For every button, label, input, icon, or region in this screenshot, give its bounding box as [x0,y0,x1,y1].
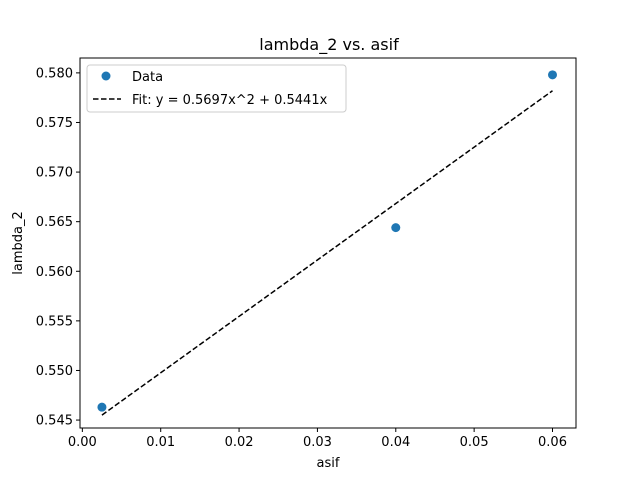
y-tick-label: 0.555 [36,314,73,329]
x-tick-label: 0.05 [460,435,489,450]
x-tick-label: 0.03 [303,435,332,450]
x-tick-label: 0.00 [68,435,97,450]
legend-fit-label: Fit: y = 0.5697x^2 + 0.5441x [132,93,328,108]
y-axis-label: lambda_2 [11,211,26,274]
x-tick-label: 0.01 [146,435,175,450]
y-tick-label: 0.545 [36,414,73,429]
plot-frame [79,57,577,429]
data-point [97,402,107,412]
chart-title: lambda_2 vs. asif [259,35,399,55]
legend: Data Fit: y = 0.5697x^2 + 0.5441x [86,64,347,113]
x-tick-label: 0.04 [381,435,410,450]
legend-data-marker [101,71,111,81]
y-tick-label: 0.580 [36,66,73,81]
legend-data-label: Data [132,70,163,85]
y-tick-label: 0.550 [36,364,73,379]
y-tick-label: 0.575 [36,116,73,131]
x-tick-label: 0.02 [225,435,254,450]
x-axis-label: asif [317,456,340,471]
legend-box [86,64,347,113]
y-tick-label: 0.560 [36,265,73,280]
y-tick-label: 0.570 [36,166,73,181]
x-tick-label: 0.06 [538,435,567,450]
fit-line [101,90,553,416]
y-tick-label: 0.565 [36,215,73,230]
data-point [391,223,401,233]
data-point [547,70,557,80]
